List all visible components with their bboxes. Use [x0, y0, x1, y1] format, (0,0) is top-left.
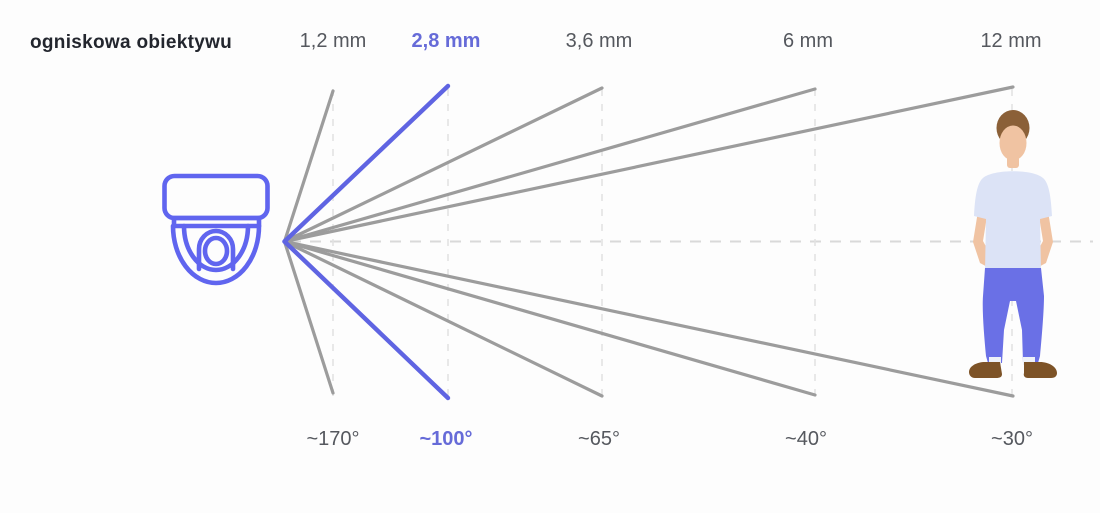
angle-label-2-8mm: ~100°	[419, 428, 473, 450]
angle-label-12mm: ~30°	[991, 428, 1033, 450]
focal-label-2-8mm: 2,8 mm	[411, 30, 481, 52]
focal-label-3-6mm: 3,6 mm	[565, 30, 633, 52]
diagram-title: ogniskowa obiektywu	[30, 32, 233, 53]
person-face	[999, 125, 1027, 161]
person-neck	[1007, 156, 1019, 168]
camera-lens-glass	[202, 235, 230, 267]
person-hair-fringe	[999, 112, 1028, 135]
camera-dome-outer	[170, 223, 262, 286]
fov-line-top-3-6mm	[282, 86, 604, 244]
dome-camera-icon	[162, 173, 270, 286]
focal-label-1-2mm: 1,2 mm	[299, 30, 367, 52]
grid-guides	[290, 89, 1093, 401]
fov-line-bottom-1-2mm	[282, 239, 335, 395]
person-right-shoe	[1023, 362, 1057, 378]
fov-line-bottom-12mm	[282, 239, 1015, 398]
angle-label-3-6mm: ~65°	[578, 428, 620, 450]
angle-label-6mm: ~40°	[785, 428, 827, 450]
person-shirt	[974, 171, 1052, 271]
fov-line-bottom-2-8mm-highlighted	[282, 239, 451, 401]
person-left-shoe	[969, 362, 1002, 378]
camera-lens-barrel	[196, 228, 236, 272]
person-figure-icon	[969, 110, 1057, 378]
person-right-sock	[1023, 357, 1035, 365]
camera-mount-base	[162, 173, 270, 221]
person-pants	[982, 268, 1044, 363]
person-left-sock	[989, 357, 1001, 365]
camera-dome-inner	[181, 223, 251, 273]
camera-collar	[171, 215, 262, 229]
fov-line-top-12mm	[282, 85, 1015, 244]
focal-label-6mm: 6 mm	[783, 30, 833, 52]
focal-label-12mm: 12 mm	[980, 30, 1042, 52]
fov-line-bottom-6mm	[282, 239, 817, 397]
fov-line-bottom-3-6mm	[282, 239, 604, 398]
fov-line-top-6mm	[282, 87, 817, 244]
fov-lines	[282, 83, 1015, 401]
angle-label-1-2mm: ~170°	[306, 428, 360, 450]
fov-line-top-2-8mm-highlighted	[282, 83, 451, 244]
fov-line-top-1-2mm	[282, 89, 335, 244]
